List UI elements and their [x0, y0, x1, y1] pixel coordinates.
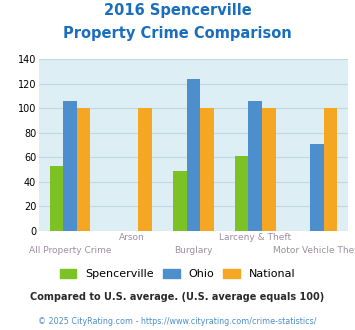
Text: Compared to U.S. average. (U.S. average equals 100): Compared to U.S. average. (U.S. average …	[31, 292, 324, 302]
Bar	[310, 144, 324, 231]
Text: Burglary: Burglary	[174, 246, 213, 255]
Bar	[63, 101, 77, 231]
Bar	[77, 109, 90, 231]
Bar	[235, 156, 248, 231]
Bar	[248, 101, 262, 231]
Bar	[200, 109, 214, 231]
Legend: Spencerville, Ohio, National: Spencerville, Ohio, National	[55, 265, 300, 284]
Bar	[187, 79, 200, 231]
Bar	[262, 109, 275, 231]
Text: © 2025 CityRating.com - https://www.cityrating.com/crime-statistics/: © 2025 CityRating.com - https://www.city…	[38, 317, 317, 326]
Bar	[173, 171, 187, 231]
Bar	[324, 109, 337, 231]
Text: Property Crime Comparison: Property Crime Comparison	[63, 26, 292, 41]
Bar	[138, 109, 152, 231]
Text: Arson: Arson	[119, 233, 144, 242]
Bar	[50, 166, 63, 231]
Text: All Property Crime: All Property Crime	[29, 246, 111, 255]
Text: Larceny & Theft: Larceny & Theft	[219, 233, 291, 242]
Text: Motor Vehicle Theft: Motor Vehicle Theft	[273, 246, 355, 255]
Text: 2016 Spencerville: 2016 Spencerville	[104, 3, 251, 18]
